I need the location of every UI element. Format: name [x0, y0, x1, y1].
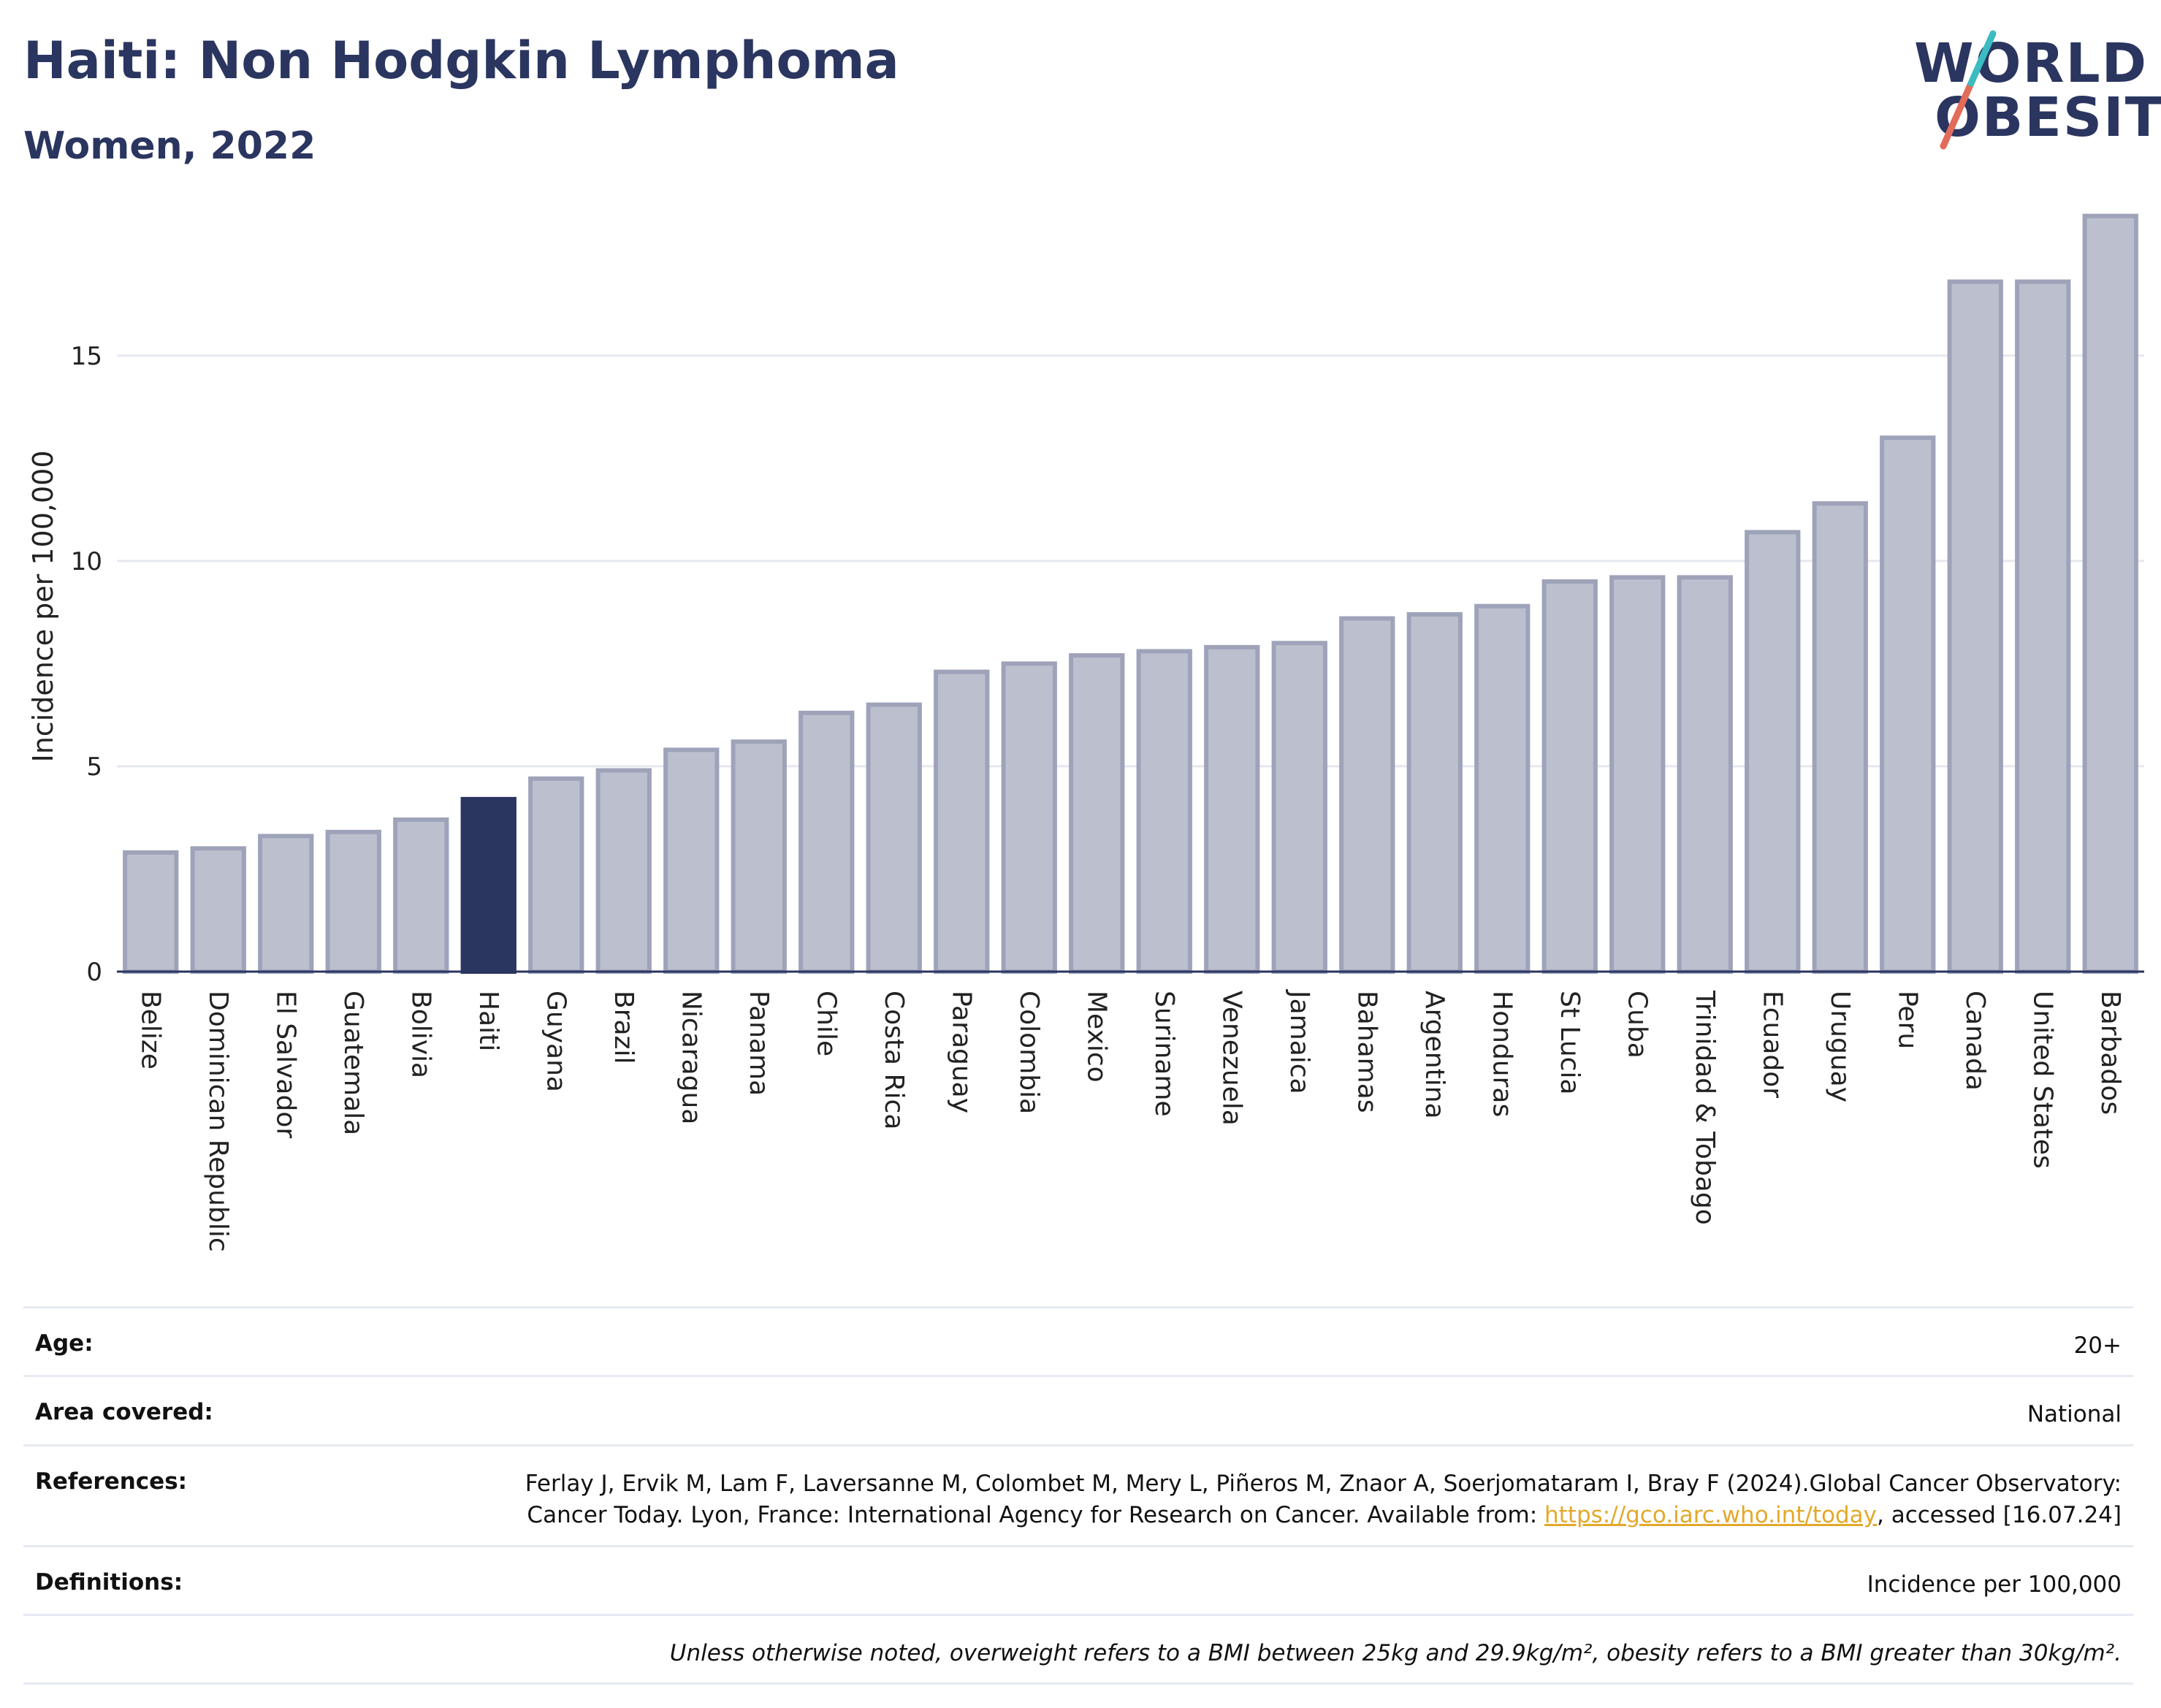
chart-title: Haiti: Non Hodgkin Lymphoma	[23, 31, 899, 91]
x-tick-label: Peru	[1892, 991, 1922, 1049]
x-tick-label: Trinidad & Tobago	[1690, 990, 1720, 1225]
x-tick-label: Mexico	[1081, 991, 1111, 1083]
bar	[1609, 575, 1666, 974]
x-tick-label: Suriname	[1149, 991, 1179, 1117]
references-tail: , accessed [16.07.24]	[1876, 1502, 2122, 1529]
bar	[1880, 435, 1936, 974]
bar	[190, 846, 246, 974]
x-tick-label: Chile	[811, 991, 841, 1056]
bar	[1136, 649, 1192, 974]
metadata-table: Age: 20+ Area covered: National Referenc…	[23, 1306, 2133, 1685]
meta-row-age: Age: 20+	[23, 1306, 2133, 1375]
bar	[1204, 644, 1260, 974]
bar	[595, 768, 652, 974]
x-tick-label: Barbados	[2095, 991, 2125, 1115]
logo-line-2: OBESITY	[1935, 86, 2161, 149]
x-tick-label: Nicaragua	[676, 991, 706, 1124]
bar	[393, 817, 449, 974]
x-tick-label: Costa Rica	[879, 991, 909, 1129]
world-obesity-logo: WORLD OBESITY	[1907, 29, 2161, 153]
age-value: 20+	[2073, 1333, 2122, 1359]
x-tick-label: Guyana	[541, 991, 571, 1092]
x-tick-label: Panama	[744, 991, 774, 1096]
references-link[interactable]: https://gco.iarc.who.int/today	[1544, 1502, 1877, 1529]
y-tick-label: 0	[86, 958, 102, 987]
bar	[2082, 213, 2138, 975]
x-tick-label: Canada	[1960, 991, 1990, 1091]
bar	[1541, 579, 1598, 974]
bmi-note: Unless otherwise noted, overweight refer…	[669, 1639, 2122, 1666]
bar	[1812, 501, 1868, 974]
y-tick-label: 15	[71, 342, 102, 371]
references-text: Ferlay J, Ervik M, Lam F, Laversanne M, …	[525, 1470, 2122, 1529]
bar	[1474, 603, 1531, 974]
x-tick-label: United States	[2027, 991, 2057, 1169]
y-tick-label: 10	[71, 547, 102, 576]
bar	[1406, 611, 1463, 975]
bar	[1001, 661, 1057, 974]
x-tick-label: Ecuador	[1757, 991, 1787, 1098]
x-tick-label: Uruguay	[1825, 991, 1855, 1102]
definitions-label: Definitions:	[35, 1568, 183, 1595]
x-tick-label: Argentina	[1419, 991, 1449, 1119]
x-tick-label: Venezuela	[1216, 991, 1246, 1126]
x-tick-label: Colombia	[1014, 991, 1044, 1114]
bar	[1677, 575, 1733, 974]
x-tick-label: Guatemala	[338, 991, 368, 1135]
bar	[123, 850, 179, 975]
bar	[663, 747, 720, 974]
x-tick-label: St Lucia	[1555, 991, 1585, 1095]
bar	[1069, 653, 1125, 974]
age-label: Age:	[35, 1330, 94, 1357]
meta-row-definitions: Definitions: Incidence per 100,000	[23, 1544, 2133, 1614]
bar	[866, 702, 922, 974]
x-tick-label: Cuba	[1622, 991, 1652, 1059]
x-tick-label: Haiti	[473, 991, 503, 1051]
logo-slash-icon	[1940, 30, 1997, 150]
chart-subtitle: Women, 2022	[23, 124, 316, 168]
x-tick-label: Paraguay	[946, 991, 976, 1113]
bar	[1339, 616, 1395, 974]
bar	[731, 739, 787, 975]
bar	[2015, 279, 2071, 974]
x-tick-label: Bahamas	[1352, 991, 1381, 1113]
bar	[1745, 530, 1801, 974]
meta-row-area: Area covered: National	[23, 1375, 2133, 1444]
area-label: Area covered:	[35, 1399, 213, 1426]
x-tick-label: Belize	[135, 991, 165, 1070]
area-value: National	[2027, 1401, 2122, 1428]
references-label: References:	[35, 1468, 188, 1495]
bar	[528, 776, 584, 975]
bar	[1947, 279, 2003, 974]
x-tick-label: Brazil	[609, 991, 639, 1064]
meta-row-references: References: Ferlay J, Ervik M, Lam F, La…	[23, 1444, 2133, 1545]
bar	[799, 710, 855, 974]
logo-line-1: WORLD	[1914, 32, 2149, 95]
x-tick-label: Jamaica	[1284, 989, 1314, 1094]
bar	[325, 829, 381, 974]
y-axis-label: Incidence per 100,000	[27, 450, 59, 762]
x-tick-label: Dominican Republic	[203, 991, 233, 1252]
bar	[460, 796, 517, 974]
x-tick-label: Honduras	[1487, 991, 1517, 1117]
bar	[934, 669, 990, 975]
bar-chart: 0 5 10 15 Incidence per 100,000 Belize Dominic…	[27, 213, 2144, 1252]
definitions-value: Incidence per 100,000	[1867, 1571, 2122, 1598]
y-tick-label: 5	[86, 752, 102, 782]
x-tick-label: Bolivia	[405, 991, 435, 1078]
x-tick-label: El Salvador	[270, 991, 300, 1138]
meta-row-note: Unless otherwise noted, overweight refer…	[23, 1613, 2133, 1685]
bar	[1271, 641, 1327, 974]
bar	[258, 834, 314, 974]
references-value: Ferlay J, Ervik M, Lam F, Laversanne M, …	[514, 1468, 2122, 1532]
